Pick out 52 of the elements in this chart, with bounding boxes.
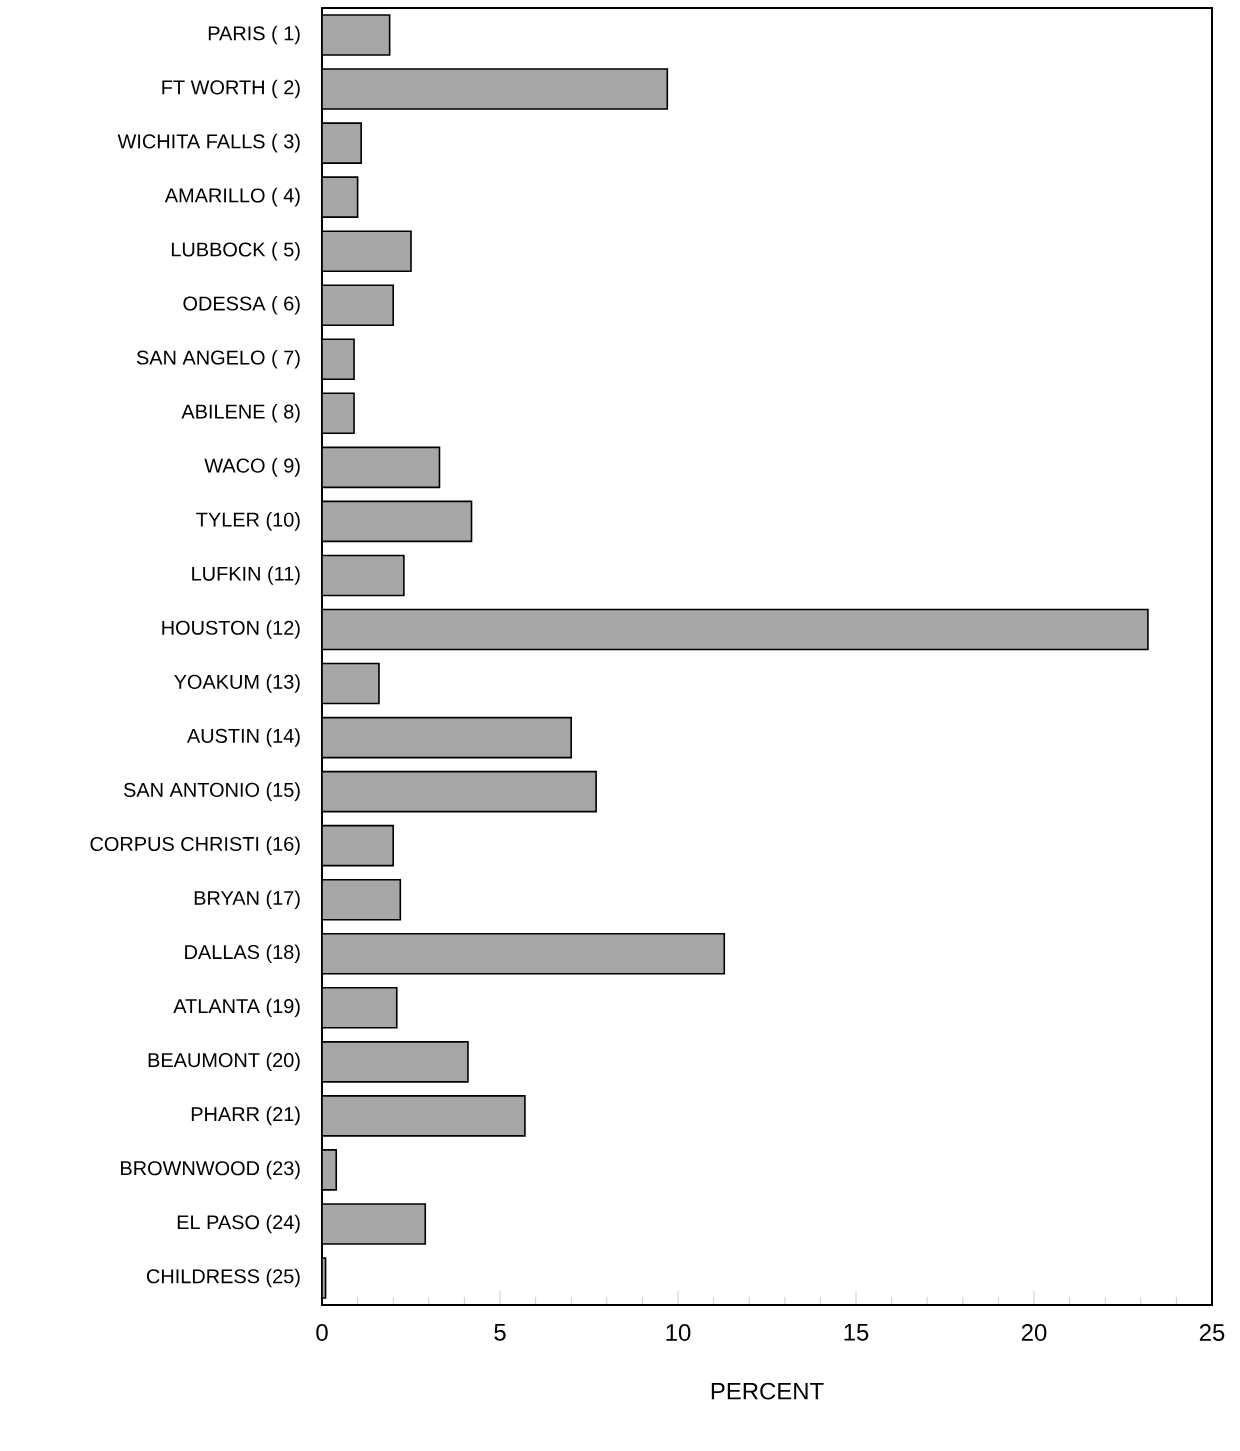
bar [322, 392, 355, 435]
x-tick-label: 10 [666, 1324, 691, 1341]
y-tick-label: ABILENE ( 8) [181, 404, 300, 423]
bar [322, 608, 1149, 651]
y-tick-label: LUFKIN (11) [192, 566, 300, 585]
y-tick-label: BEAUMONT (20) [148, 1052, 300, 1072]
y-tick-label: WACO ( 9) [204, 458, 300, 477]
bar [322, 716, 572, 759]
y-tick-label: YOAKUM (13) [174, 674, 300, 693]
y-tick-label: AMARILLO ( 4) [164, 187, 300, 207]
bar [322, 554, 405, 597]
y-tick-label: BRYAN (17) [194, 890, 300, 909]
y-tick-label: SAN ANGELO ( 7) [136, 350, 300, 369]
y-tick-label: BROWNWOOD (23) [121, 1160, 300, 1180]
bar [322, 662, 380, 705]
bar [322, 824, 394, 867]
bar [322, 1041, 469, 1083]
y-tick-label: HOUSTON (12) [162, 620, 300, 639]
x-tick-label: 20 [1021, 1324, 1047, 1341]
bar [322, 932, 726, 975]
bar [322, 770, 597, 813]
bar [322, 500, 473, 543]
y-tick-label: CORPUS CHRISTI (16) [90, 836, 300, 855]
bar [322, 230, 412, 272]
y-tick-label: EL PASO (24) [177, 1214, 300, 1234]
bar [322, 1203, 427, 1245]
y-tick-label: ATLANTA (19) [173, 998, 300, 1018]
x-tick-label: 0 [316, 1324, 328, 1341]
y-tick-label: WICHITA FALLS ( 3) [117, 133, 300, 153]
y-tick-label: LUBBOCK ( 5) [171, 241, 300, 261]
y-tick-label: SAN ANTONIO (15) [123, 782, 300, 801]
y-tick-label: FT WORTH ( 2) [162, 79, 300, 99]
bar [322, 284, 394, 327]
bar [322, 986, 398, 1029]
bar [322, 14, 391, 56]
x-axis-title: PERCENT [711, 1382, 824, 1400]
x-tick-label: 15 [844, 1324, 869, 1341]
bar [322, 1095, 526, 1137]
bar [322, 176, 359, 218]
y-tick-label: PARIS ( 1) [208, 25, 300, 45]
y-tick-label: CHILDRESS (25) [146, 1268, 300, 1288]
y-tick-label: TYLER (10) [196, 512, 300, 531]
bar [322, 68, 669, 110]
x-tick-label: 5 [494, 1324, 506, 1341]
bar [322, 122, 362, 164]
bar [322, 446, 441, 489]
x-tick-label: 25 [1199, 1324, 1225, 1341]
bar [322, 878, 402, 921]
y-tick-label: DALLAS (18) [185, 944, 300, 964]
y-tick-label: ODESSA ( 6) [183, 295, 300, 315]
y-tick-label: AUSTIN (14) [186, 728, 300, 747]
y-tick-label: PHARR (21) [191, 1106, 300, 1126]
